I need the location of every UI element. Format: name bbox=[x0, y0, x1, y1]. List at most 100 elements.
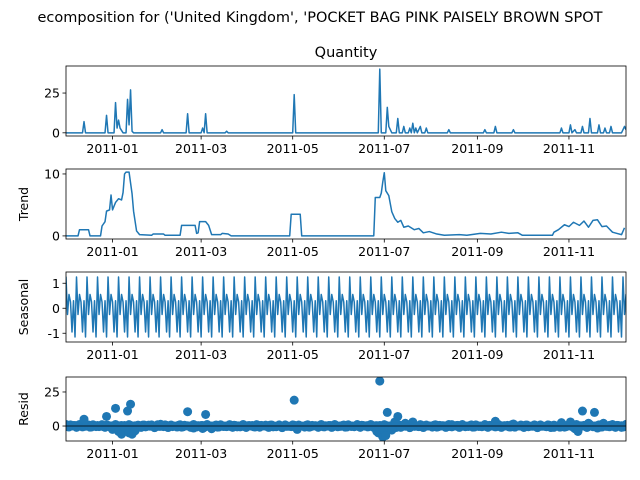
resid-point bbox=[577, 406, 587, 416]
resid-point bbox=[117, 429, 127, 439]
trend-ytick-label: 0 bbox=[52, 228, 60, 243]
seasonal-xtick-label: 2011-05 bbox=[267, 347, 319, 362]
resid-point bbox=[126, 399, 136, 409]
resid-point bbox=[573, 426, 583, 436]
resid-point bbox=[189, 423, 199, 433]
observed-xtick-label: 2011-11 bbox=[543, 141, 595, 156]
resid-point bbox=[232, 422, 242, 432]
resid-ylabel: Resid bbox=[16, 392, 31, 426]
seasonal-line bbox=[66, 276, 626, 338]
trend-series bbox=[66, 171, 626, 237]
figure-title: ecomposition for ('United Kingdom', 'POC… bbox=[38, 10, 603, 26]
resid-point bbox=[382, 407, 392, 417]
seasonal-ytick-label: -1 bbox=[48, 326, 60, 341]
seasonal-ylabel: Seasonal bbox=[16, 279, 31, 336]
trend-xtick-label: 2011-01 bbox=[86, 244, 138, 259]
resid-point bbox=[136, 422, 146, 432]
resid-point bbox=[198, 423, 208, 433]
observed-xtick-label: 2011-05 bbox=[267, 141, 319, 156]
resid-point bbox=[93, 420, 103, 430]
resid-xtick-label: 2011-11 bbox=[543, 446, 595, 461]
trend-xtick-label: 2011-05 bbox=[267, 244, 319, 259]
resid-xtick-label: 2011-01 bbox=[86, 446, 138, 461]
resid-point bbox=[256, 420, 266, 430]
trend-xtick-label: 2011-07 bbox=[358, 244, 410, 259]
resid-xtick-label: 2011-09 bbox=[451, 446, 503, 461]
resid-point bbox=[168, 422, 178, 432]
resid-point bbox=[549, 422, 559, 432]
seasonal-xtick-label: 2011-07 bbox=[358, 347, 410, 362]
seasonal-xtick-label: 2011-09 bbox=[451, 347, 503, 362]
seasonal-axes-frame bbox=[65, 271, 627, 343]
resid-point bbox=[447, 420, 457, 430]
observed-xtick-label: 2011-09 bbox=[451, 141, 503, 156]
resid-point bbox=[381, 431, 391, 441]
resid-point bbox=[432, 420, 442, 430]
trend-ytick-label: 10 bbox=[44, 166, 60, 181]
resid-point bbox=[156, 419, 166, 429]
resid-xtick-label: 2011-03 bbox=[175, 446, 227, 461]
resid-point bbox=[183, 407, 193, 417]
resid-point bbox=[102, 411, 112, 421]
resid-point bbox=[531, 420, 541, 430]
resid-point bbox=[111, 403, 121, 413]
panel-seasonal: -1 0 1 2011-01 2011-03 2011-05 2011-07 2011-09 2… bbox=[16, 271, 627, 362]
observed-xtick-label: 2011-07 bbox=[358, 141, 410, 156]
trend-ylabel: Trend bbox=[16, 187, 31, 222]
seasonal-xtick-label: 2011-01 bbox=[86, 347, 138, 362]
seasonal-ytick-label: 0 bbox=[52, 301, 60, 316]
observed-ytick-label: 25 bbox=[44, 86, 60, 101]
resid-xtick-label: 2011-05 bbox=[267, 446, 319, 461]
resid-point bbox=[508, 419, 518, 429]
seasonal-xtick-label: 2011-03 bbox=[175, 347, 227, 362]
trend-xtick-label: 2011-09 bbox=[451, 244, 503, 259]
resid-point bbox=[490, 416, 500, 426]
resid-point bbox=[556, 418, 566, 428]
resid-point bbox=[415, 420, 425, 430]
panel-observed: 0 25 2011-01 2011-03 2011-05 2011-07 2011-09 20… bbox=[44, 45, 627, 156]
resid-point bbox=[201, 409, 211, 419]
resid-point bbox=[375, 377, 385, 386]
panel-resid: 0 25 2011-01 2011-03 2011-05 2011-07 2011-09 20… bbox=[16, 376, 627, 461]
observed-series bbox=[66, 68, 626, 134]
observed-subtitle: Quantity bbox=[315, 45, 378, 61]
trend-axes-frame bbox=[65, 168, 627, 240]
observed-xtick-label: 2011-03 bbox=[175, 141, 227, 156]
resid-point bbox=[292, 424, 302, 434]
resid-point bbox=[393, 411, 403, 421]
resid-point bbox=[340, 422, 350, 432]
resid-point bbox=[271, 422, 281, 432]
resid-point bbox=[400, 418, 410, 428]
observed-xtick-label: 2011-01 bbox=[86, 141, 138, 156]
observed-axes-frame bbox=[65, 65, 627, 137]
resid-point bbox=[583, 418, 593, 428]
observed-ytick-label: 0 bbox=[52, 125, 60, 140]
resid-point bbox=[316, 420, 326, 430]
resid-xtick-label: 2011-07 bbox=[358, 446, 410, 461]
resid-point bbox=[207, 424, 217, 434]
resid-ytick-label: 0 bbox=[52, 419, 60, 434]
resid-point bbox=[144, 420, 154, 430]
panel-trend: 0 10 2011-01 2011-03 2011-05 2011-07 2011-09 20… bbox=[16, 166, 627, 259]
seasonal-series bbox=[66, 276, 626, 338]
resid-point bbox=[79, 414, 89, 424]
resid-point bbox=[123, 406, 133, 416]
resid-point bbox=[387, 425, 397, 435]
observed-line bbox=[66, 68, 626, 134]
resid-point bbox=[589, 407, 599, 417]
resid-point bbox=[289, 395, 299, 405]
resid-point bbox=[469, 422, 479, 432]
resid-point bbox=[565, 417, 575, 427]
trend-xtick-label: 2011-11 bbox=[543, 244, 595, 259]
seasonal-xtick-label: 2011-11 bbox=[543, 347, 595, 362]
resid-point bbox=[363, 421, 373, 431]
resid-point bbox=[408, 417, 418, 427]
seasonal-ytick-label: 1 bbox=[52, 276, 60, 291]
resid-ytick-label: 25 bbox=[44, 384, 60, 399]
trend-line bbox=[66, 171, 626, 237]
trend-xtick-label: 2011-03 bbox=[175, 244, 227, 259]
resid-series bbox=[66, 377, 626, 441]
resid-axes-frame bbox=[65, 376, 627, 442]
resid-point bbox=[216, 420, 226, 430]
